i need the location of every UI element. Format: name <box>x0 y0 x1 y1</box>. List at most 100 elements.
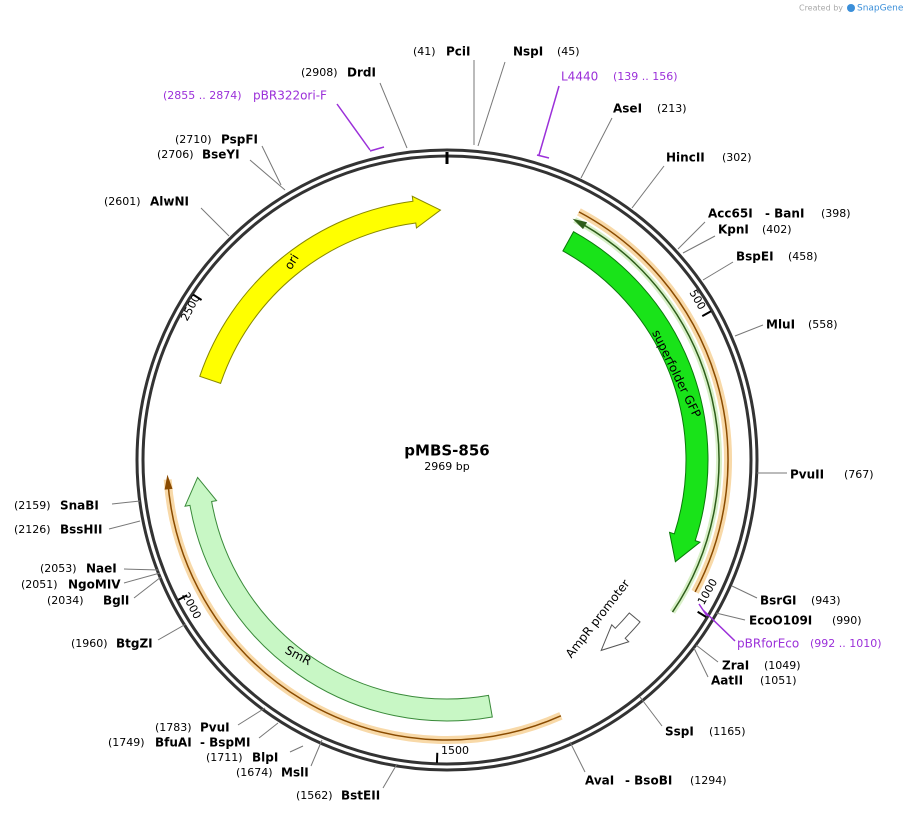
site-position: (1165) <box>709 725 746 738</box>
credit-prefix: Created by <box>799 4 843 13</box>
site-position: (1051) <box>760 674 797 687</box>
site-leader <box>261 145 282 186</box>
tick-label: 500 <box>687 287 709 312</box>
site-name: NgoMIV <box>68 578 121 592</box>
site-leader <box>111 500 141 505</box>
site-position: (2034) <box>47 594 84 607</box>
site-leader <box>631 165 665 209</box>
site-name: MluI <box>766 318 795 332</box>
site-leader <box>237 707 266 726</box>
site-leader <box>289 745 304 753</box>
tick-label: 1500 <box>441 744 469 757</box>
primer-range: (139 .. 156) <box>613 70 678 83</box>
tick-mark <box>701 310 712 318</box>
site-position: (2126) <box>14 523 51 536</box>
site-position: (2706) <box>157 148 194 161</box>
site-leader <box>477 61 506 147</box>
site-name: DrdI <box>347 66 376 80</box>
site-position: (1711) <box>206 751 243 764</box>
site-name: BspEI <box>736 250 774 264</box>
site-leader <box>734 324 764 337</box>
primer-leader <box>698 603 736 642</box>
site-name: - BanI <box>765 207 804 221</box>
site-name: PciI <box>446 45 471 59</box>
site-name: BlpI <box>252 751 278 765</box>
site-leader <box>639 696 663 727</box>
site-name: BsrGI <box>760 594 797 608</box>
site-position: (767) <box>844 468 874 481</box>
site-name: BssHII <box>60 523 102 537</box>
site-name: KpnI <box>718 223 749 237</box>
site-leader <box>200 207 230 237</box>
site-position: (558) <box>808 318 838 331</box>
site-name: SnaBI <box>60 499 99 513</box>
site-position: (1049) <box>764 659 801 672</box>
site-position: (990) <box>832 614 862 627</box>
site-position: (1674) <box>236 766 273 779</box>
primer-range: (992 .. 1010) <box>810 637 882 650</box>
site-name: MslI <box>281 766 309 780</box>
site-position: (2908) <box>301 66 338 79</box>
site-position: (1960) <box>71 637 108 650</box>
site-name: HincII <box>666 151 705 165</box>
site-name: EcoO109I <box>749 614 812 628</box>
site-name: BseYI <box>202 148 240 162</box>
credit-brand: SnapGene <box>857 4 903 14</box>
site-name: AvaI <box>585 774 614 788</box>
site-position: (402) <box>762 223 792 236</box>
site-position: (1783) <box>155 721 192 734</box>
site-position: (302) <box>722 151 752 164</box>
site-name: NaeI <box>86 562 117 576</box>
backbone-outer <box>135 148 759 772</box>
site-name: SspI <box>665 725 694 739</box>
site-name: - BspMI <box>200 736 250 750</box>
feature-ori <box>199 195 442 385</box>
primer-leader <box>536 85 560 159</box>
site-name: NspI <box>513 45 543 59</box>
site-position: (2159) <box>14 499 51 512</box>
site-name: Acc65I <box>708 207 753 221</box>
site-leader <box>580 117 613 179</box>
tick-mark <box>177 594 188 601</box>
feature-ampr-promoter <box>600 612 641 652</box>
site-position: (213) <box>657 102 687 115</box>
site-name: AseI <box>613 102 642 116</box>
site-name: PvuII <box>790 468 824 482</box>
tick-mark <box>192 293 203 301</box>
site-position: (398) <box>821 207 851 220</box>
primer-arrowhead <box>164 474 173 490</box>
site-position: (1749) <box>108 736 145 749</box>
feature-gfp <box>562 231 709 563</box>
site-name: AlwNI <box>150 195 189 209</box>
site-leader <box>715 612 746 621</box>
primer-arrowhead <box>572 218 588 230</box>
primer-band-line <box>166 479 562 741</box>
logo <box>847 4 855 12</box>
site-position: (943) <box>811 594 841 607</box>
site-position: (2601) <box>104 195 141 208</box>
feature-label: AmpR promoter <box>563 577 633 661</box>
site-position: (45) <box>557 45 580 58</box>
primer-range: (2855 .. 2874) <box>163 89 242 102</box>
site-name: PvuI <box>200 721 230 735</box>
site-position: (41) <box>413 45 436 58</box>
site-leader <box>133 576 162 599</box>
site-name: PspFI <box>221 133 258 147</box>
site-name: BglI <box>103 594 129 608</box>
site-name: - BsoBI <box>625 774 672 788</box>
primer-band-line <box>582 223 720 613</box>
plasmid-length: 2969 bp <box>424 460 469 473</box>
site-leader <box>379 82 408 149</box>
primer-leader <box>336 103 385 152</box>
site-leader <box>123 572 161 584</box>
site-leader <box>157 623 187 641</box>
site-position: (1562) <box>296 789 333 802</box>
site-name: BstEII <box>341 789 380 803</box>
primer-name: pBRforEco <box>737 637 799 651</box>
site-position: (2053) <box>40 562 77 575</box>
site-leader <box>677 221 706 250</box>
site-leader <box>695 644 719 663</box>
site-leader <box>693 647 709 678</box>
site-name: BtgZI <box>116 637 153 651</box>
